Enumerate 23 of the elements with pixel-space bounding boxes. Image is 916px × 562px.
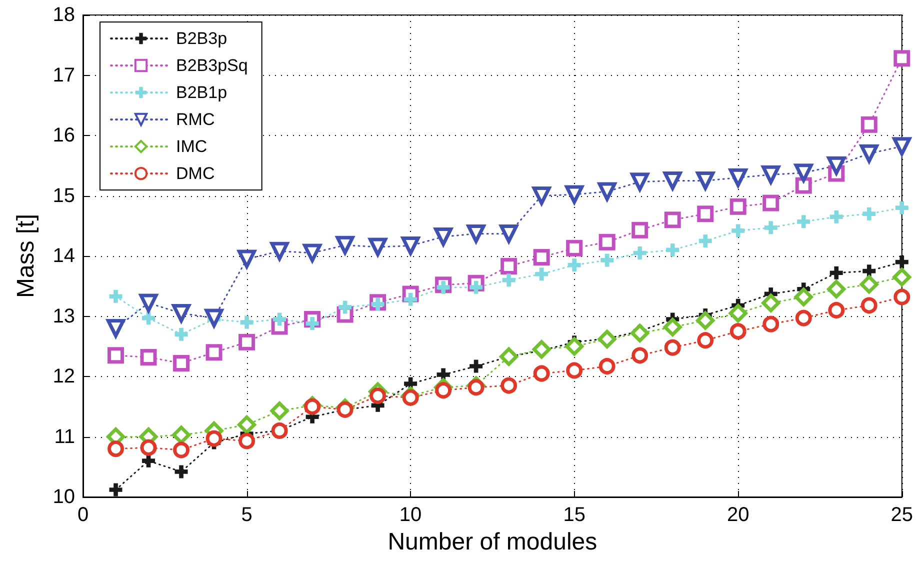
y-axis-title: Mass [t] <box>12 214 40 298</box>
legend-label: B2B3pSq <box>176 56 248 75</box>
x-tick-label: 10 <box>399 504 422 526</box>
y-tick-label: 13 <box>52 305 75 328</box>
legend-label: IMC <box>176 137 208 156</box>
legend-label: B2B3p <box>176 29 228 48</box>
y-tick-label: 18 <box>52 4 75 26</box>
legend-label: B2B1p <box>176 83 228 102</box>
x-tick-label: 20 <box>726 504 750 526</box>
y-tick-label: 10 <box>52 486 75 508</box>
x-tick-label: 25 <box>890 504 913 526</box>
y-tick-label: 14 <box>52 245 75 267</box>
y-tick-label: 16 <box>52 124 75 146</box>
y-tick-label: 12 <box>52 366 75 388</box>
x-tick-label: 5 <box>241 504 252 526</box>
y-tick-label: 11 <box>54 426 75 448</box>
y-tick-label: 15 <box>52 184 75 207</box>
legend-label: DMC <box>176 164 215 183</box>
x-axis-title: Number of modules <box>388 528 598 556</box>
legend-label: RMC <box>176 110 215 129</box>
x-tick-label: 15 <box>563 504 586 526</box>
x-tick-label: 0 <box>77 504 89 526</box>
y-tick-label: 17 <box>52 64 75 86</box>
